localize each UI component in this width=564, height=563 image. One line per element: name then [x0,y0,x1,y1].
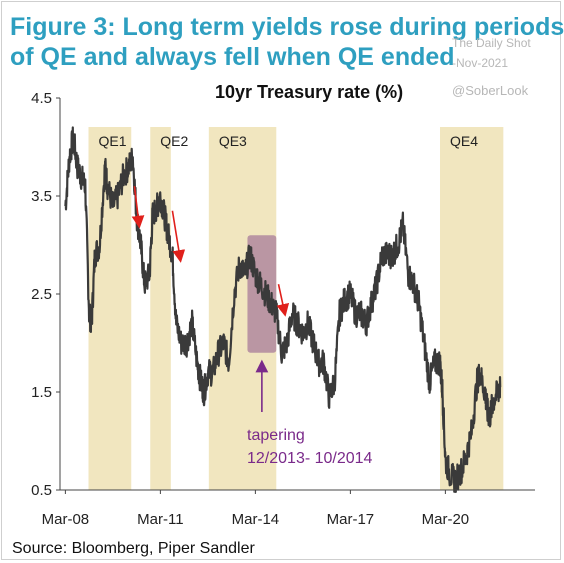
qe-label-1: QE1 [99,133,127,149]
y-tick-label-3: 3.5 [31,188,52,205]
chart-title: 10yr Treasury rate (%) [215,82,404,102]
x-tick-label-3: Mar-17 [327,511,375,528]
watermark-handle: @SoberLook [452,83,529,98]
qe-label-3: QE3 [219,133,247,149]
qe-band-2 [150,127,171,490]
x-tick-label-4: Mar-20 [422,511,470,528]
post-qe-arrow-1 [131,186,145,229]
post-qe-arrow-2 [171,210,186,263]
annotations-group: tapering 12/2013- 10/2014 [131,186,373,467]
post-qe-arrow-3 [276,284,290,317]
watermark-date: -Nov-2021 [452,56,509,70]
figure-title-line-2: of QE and always fell when QE ended [10,43,455,71]
figure-title-line-1: Figure 3: Long term yields rose during p… [10,13,564,41]
x-tick-label-1: Mar-11 [137,511,183,528]
watermark-site: The Daily Shot [452,36,531,50]
figure-title: Figure 3: Long term yields rose during p… [10,12,564,72]
x-tick-label-0: Mar-08 [42,511,90,528]
source-note: Source: Bloomberg, Piper Sandler [12,540,255,557]
qe-label-4: QE4 [450,133,478,149]
tapering-dates: 12/2013- 10/2014 [247,450,373,467]
y-tick-label-4: 4.5 [31,90,52,107]
y-tick-label-1: 1.5 [31,384,52,401]
tapering-label: tapering [247,427,305,444]
qe-label-2: QE2 [160,133,188,149]
axes-group: 0.5 1.5 2.5 3.5 4.5 Mar-08 Mar-11 Mar-14 Mar-17 M… [31,90,535,528]
series-group [64,126,502,493]
series-line-1 [64,126,502,493]
y-tick-label-2: 2.5 [31,286,52,303]
y-tick-label-0: 0.5 [31,482,52,499]
x-tick-label-2: Mar-14 [232,511,280,528]
